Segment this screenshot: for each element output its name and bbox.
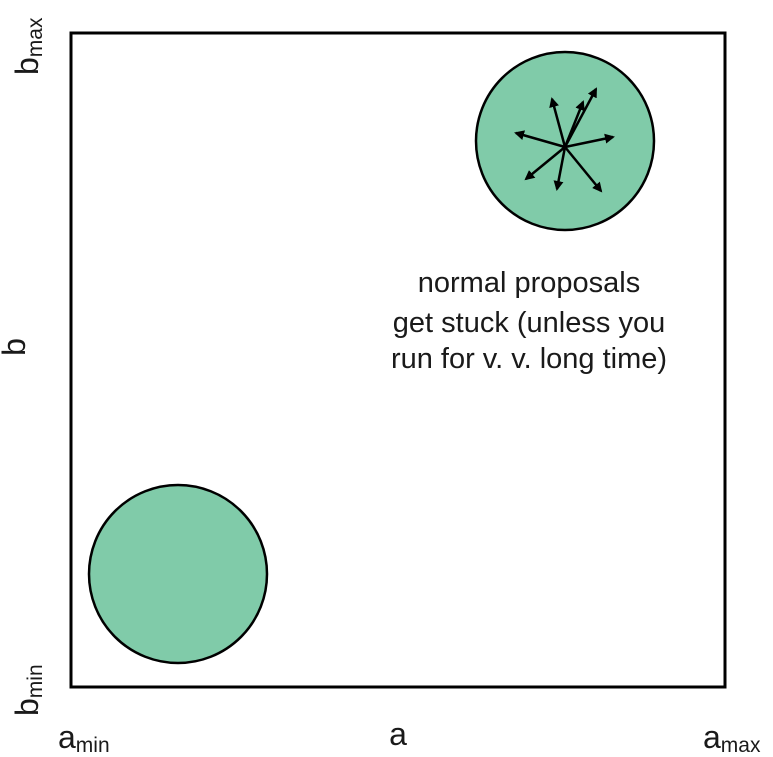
y-min-sub: min [24,664,47,698]
x-min-base: a [58,719,76,755]
mode-top-right [474,50,656,232]
proposal-arrow [563,100,585,148]
proposal-arrow [524,146,566,181]
x-min-sub: min [76,734,110,757]
x-axis-min-label: amin [58,719,110,757]
proposal-arrow [553,146,567,191]
proposal-arrows [514,87,615,193]
plot-frame [69,31,727,689]
proposal-arrow [564,133,615,149]
proposal-arrow [564,146,603,193]
annotation-line-1: normal proposals [418,267,640,299]
x-max-sub: max [721,734,761,757]
y-axis-label: b [0,338,32,356]
x-max-base: a [703,719,721,755]
y-axis-max-label: bmax [9,17,47,75]
mode-bottom-left [87,483,269,665]
x-axis-label: a [389,716,407,752]
proposal-arrow [514,130,566,149]
y-axis-min-label: bmin [9,664,47,716]
y-min-base: b [9,698,45,716]
y-max-base: b [9,57,45,75]
x-axis-max-label: amax [703,719,761,757]
annotation-line-3: run for v. v. long time) [391,343,667,375]
proposal-arrow [549,97,567,148]
y-max-sub: max [24,17,47,57]
annotation-line-2: get stuck (unless you [393,307,665,339]
